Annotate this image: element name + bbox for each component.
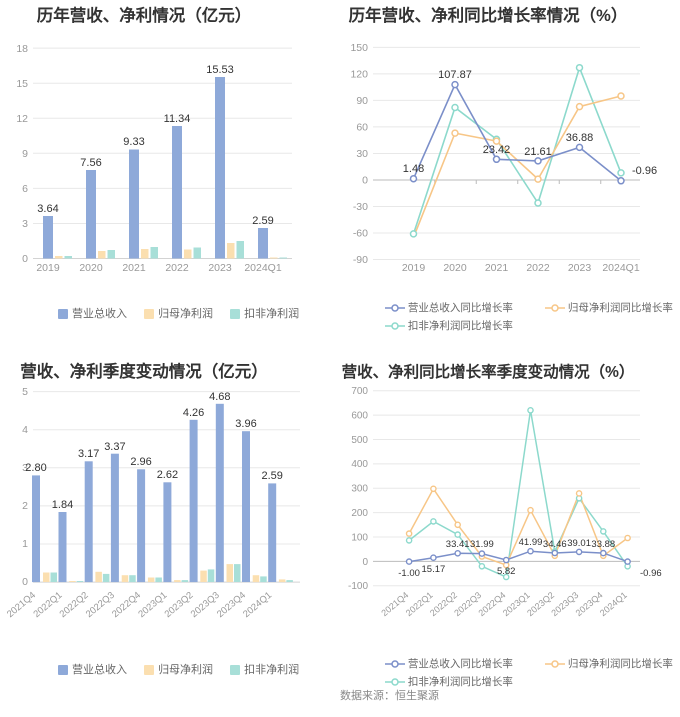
svg-text:2022: 2022 xyxy=(165,262,189,274)
svg-text:36.88: 36.88 xyxy=(566,132,594,144)
svg-text:150: 150 xyxy=(350,42,368,54)
svg-text:2.62: 2.62 xyxy=(157,469,178,481)
svg-text:2.59: 2.59 xyxy=(252,215,273,227)
svg-text:营收、净利同比增长率季度变动情况（%）: 营收、净利同比增长率季度变动情况（%） xyxy=(342,362,635,381)
svg-text:5: 5 xyxy=(22,386,28,398)
svg-text:2023: 2023 xyxy=(568,262,592,274)
svg-text:-90: -90 xyxy=(353,254,368,266)
svg-text:100: 100 xyxy=(351,533,368,544)
svg-text:7.56: 7.56 xyxy=(80,157,101,169)
svg-text:2020: 2020 xyxy=(79,262,103,274)
svg-text:700: 700 xyxy=(351,386,368,397)
svg-text:4: 4 xyxy=(22,424,28,436)
svg-text:200: 200 xyxy=(351,508,368,519)
svg-text:-0.96: -0.96 xyxy=(632,165,657,177)
svg-text:18: 18 xyxy=(16,43,28,55)
svg-text:39.01: 39.01 xyxy=(567,538,591,549)
svg-text:9.33: 9.33 xyxy=(123,136,144,148)
svg-text:2019: 2019 xyxy=(36,262,60,274)
svg-text:400: 400 xyxy=(351,459,368,470)
svg-text:2023Q4: 2023Q4 xyxy=(215,590,248,620)
svg-text:-100: -100 xyxy=(348,581,368,592)
svg-text:11.34: 11.34 xyxy=(164,113,191,125)
svg-text:33.88: 33.88 xyxy=(591,539,615,550)
svg-text:6: 6 xyxy=(22,183,28,195)
svg-text:2019: 2019 xyxy=(402,262,426,274)
svg-text:600: 600 xyxy=(351,411,368,422)
svg-text:9: 9 xyxy=(22,148,28,160)
svg-text:3.96: 3.96 xyxy=(235,418,256,430)
svg-text:1: 1 xyxy=(22,538,28,550)
svg-text:3: 3 xyxy=(22,218,28,230)
svg-text:3.64: 3.64 xyxy=(37,203,58,215)
svg-text:3.37: 3.37 xyxy=(104,441,125,453)
svg-text:2022: 2022 xyxy=(526,262,550,274)
svg-text:300: 300 xyxy=(351,484,368,495)
svg-text:2023Q3: 2023Q3 xyxy=(189,590,222,620)
svg-text:历年营收、净利情况（亿元）: 历年营收、净利情况（亿元） xyxy=(37,5,252,25)
svg-text:-30: -30 xyxy=(353,201,368,213)
svg-text:4.26: 4.26 xyxy=(183,407,204,419)
svg-text:营收、净利季度变动情况（亿元）: 营收、净利季度变动情况（亿元） xyxy=(20,361,268,381)
svg-text:31.99: 31.99 xyxy=(470,539,494,550)
svg-text:107.87: 107.87 xyxy=(438,69,472,81)
svg-text:90: 90 xyxy=(356,95,368,107)
svg-text:34.46: 34.46 xyxy=(543,539,567,550)
svg-text:41.99: 41.99 xyxy=(519,537,543,548)
svg-text:15: 15 xyxy=(16,78,28,90)
svg-text:33.41: 33.41 xyxy=(446,539,470,550)
svg-text:4.68: 4.68 xyxy=(209,391,230,403)
svg-text:2024Q1: 2024Q1 xyxy=(244,262,282,274)
svg-text:0: 0 xyxy=(362,175,368,187)
svg-text:2: 2 xyxy=(22,500,28,512)
svg-text:15.53: 15.53 xyxy=(206,64,234,76)
svg-text:2022Q2: 2022Q2 xyxy=(58,590,91,620)
svg-text:2.96: 2.96 xyxy=(130,456,151,468)
svg-text:2023: 2023 xyxy=(208,262,232,274)
svg-text:2020: 2020 xyxy=(443,262,467,274)
svg-text:60: 60 xyxy=(356,122,368,134)
svg-text:历年营收、净利同比增长率情况（%）: 历年营收、净利同比增长率情况（%） xyxy=(349,5,628,25)
svg-text:2021: 2021 xyxy=(122,262,146,274)
svg-text:-1.00: -1.00 xyxy=(398,568,420,579)
svg-text:500: 500 xyxy=(351,435,368,446)
svg-text:1.84: 1.84 xyxy=(52,499,73,511)
svg-text:15.17: 15.17 xyxy=(422,564,446,575)
svg-text:2023Q2: 2023Q2 xyxy=(163,590,196,620)
svg-text:0: 0 xyxy=(22,576,28,588)
svg-text:23.42: 23.42 xyxy=(483,144,511,156)
svg-text:5.82: 5.82 xyxy=(497,566,516,577)
svg-text:2023Q1: 2023Q1 xyxy=(136,590,169,620)
svg-text:12: 12 xyxy=(16,113,28,125)
svg-text:0: 0 xyxy=(362,557,368,568)
svg-text:1.48: 1.48 xyxy=(403,163,424,175)
svg-text:2022Q1: 2022Q1 xyxy=(31,590,64,620)
svg-text:2.80: 2.80 xyxy=(25,462,46,474)
svg-text:0: 0 xyxy=(22,253,28,265)
svg-text:120: 120 xyxy=(350,69,368,81)
svg-text:2021Q4: 2021Q4 xyxy=(5,590,38,620)
svg-text:30: 30 xyxy=(356,148,368,160)
svg-text:2024Q1: 2024Q1 xyxy=(241,590,274,620)
svg-text:2.59: 2.59 xyxy=(261,470,282,482)
svg-text:2022Q3: 2022Q3 xyxy=(84,590,117,620)
svg-text:3.17: 3.17 xyxy=(78,448,99,460)
svg-text:2024Q1: 2024Q1 xyxy=(598,590,629,618)
svg-text:2024Q1: 2024Q1 xyxy=(602,262,640,274)
svg-text:-60: -60 xyxy=(353,228,368,240)
svg-text:2021: 2021 xyxy=(485,262,509,274)
svg-text:2022Q4: 2022Q4 xyxy=(110,590,143,620)
svg-text:21.61: 21.61 xyxy=(524,146,552,158)
svg-text:-0.96: -0.96 xyxy=(640,568,662,579)
